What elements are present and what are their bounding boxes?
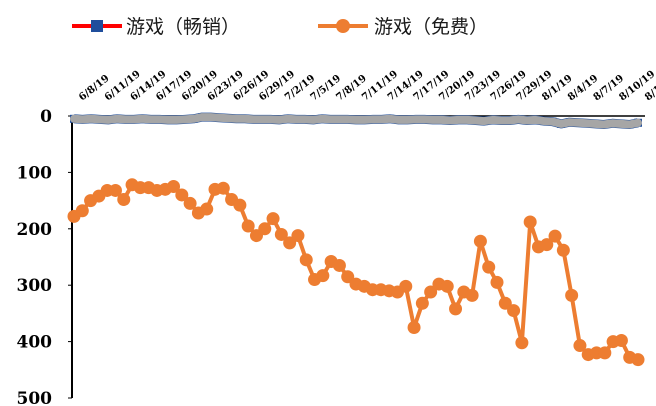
data-point-free xyxy=(267,212,280,225)
y-tick-label: 500 xyxy=(17,389,53,406)
data-point-free xyxy=(233,199,246,212)
data-point-free xyxy=(557,244,570,257)
data-point-free xyxy=(300,253,313,266)
data-point-free xyxy=(316,269,329,282)
data-point-free xyxy=(491,276,504,289)
data-point-free xyxy=(416,297,429,310)
series-line-free xyxy=(74,185,638,360)
y-tick-label: 400 xyxy=(17,333,53,353)
data-point-free xyxy=(615,334,628,347)
data-point-free xyxy=(441,280,454,293)
legend-label-bestselling: 游戏（畅销） xyxy=(126,16,240,38)
data-point-free xyxy=(507,304,520,317)
y-tick-label: 200 xyxy=(17,220,53,240)
data-point-free xyxy=(217,182,230,195)
x-tick-labels: 6/8/196/11/196/14/196/17/196/20/196/23/1… xyxy=(77,69,656,104)
legend-swatch-free-marker xyxy=(336,19,350,33)
data-point-free xyxy=(549,230,562,243)
y-tick-label: 100 xyxy=(17,163,53,183)
data-point-free xyxy=(632,353,645,366)
series-overlay-bestselling xyxy=(74,117,638,124)
data-point-free xyxy=(449,302,462,315)
data-point-free xyxy=(598,346,611,359)
y-tick-label: 300 xyxy=(17,276,53,296)
data-point-free xyxy=(466,289,479,302)
data-point-free xyxy=(474,235,487,248)
data-point-free xyxy=(565,289,578,302)
legend: 游戏（畅销） 游戏（免费） xyxy=(72,16,488,38)
legend-swatch-bestselling-marker xyxy=(91,20,103,32)
data-point-free xyxy=(291,229,304,242)
legend-item-bestselling: 游戏（畅销） xyxy=(72,16,240,38)
y-tick-label: 0 xyxy=(40,107,52,127)
data-point-free xyxy=(200,203,213,216)
data-point-free xyxy=(117,193,130,206)
data-point-free xyxy=(333,259,346,272)
data-point-free xyxy=(408,321,421,334)
series-free xyxy=(68,178,645,366)
data-point-free xyxy=(399,280,412,293)
legend-label-free: 游戏（免费） xyxy=(374,16,488,38)
legend-item-free: 游戏（免费） xyxy=(318,16,488,38)
data-point-free xyxy=(524,216,537,229)
data-point-free xyxy=(76,204,89,217)
data-point-free xyxy=(482,261,495,274)
data-point-free xyxy=(515,336,528,349)
data-point-free xyxy=(258,222,271,235)
y-tick-labels: 0 100 200 300 400 500 xyxy=(17,107,73,406)
